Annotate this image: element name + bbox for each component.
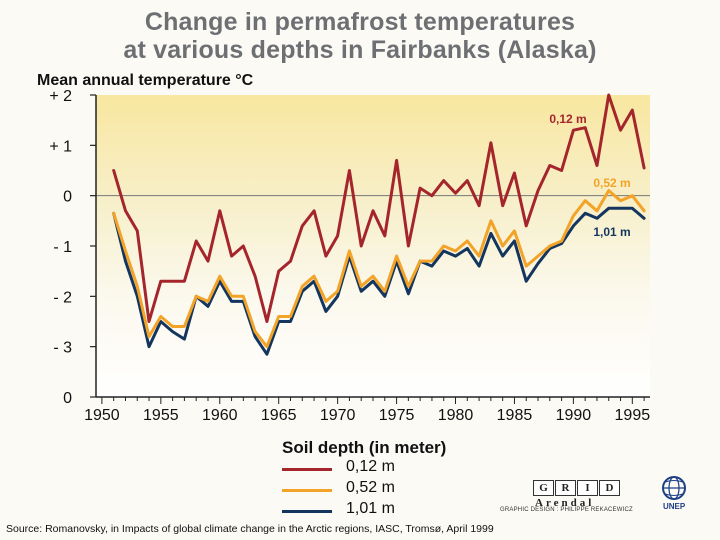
x-tick-label: 1975 bbox=[379, 407, 415, 424]
design-credit: GRAPHIC DESIGN : PHILIPPE REKACEWICZ bbox=[500, 507, 633, 513]
x-tick-label: 1980 bbox=[438, 407, 474, 424]
arendal-text: Arendal bbox=[535, 497, 595, 509]
x-tick-label: 1995 bbox=[615, 407, 651, 424]
series-line-1-01m bbox=[112, 206, 646, 356]
legend-item-0-12m: 0,12 m bbox=[282, 458, 542, 479]
y-axis-label: Mean annual temperature °C bbox=[37, 72, 254, 89]
grid-letter: I bbox=[577, 480, 598, 496]
grid-letter: R bbox=[555, 480, 576, 496]
legend-label: 0,12 m bbox=[346, 458, 395, 475]
chart-title-line-2: at various depths in Fairbanks (Alaska) bbox=[123, 36, 597, 64]
x-tick-label: 1965 bbox=[261, 407, 297, 424]
legend-item-1-01m: 1,01 m bbox=[282, 500, 542, 521]
grid-letter: G bbox=[533, 480, 554, 496]
y-tick-label: - 2 bbox=[53, 289, 72, 306]
x-tick-label: 1990 bbox=[556, 407, 592, 424]
legend-swatch-red bbox=[282, 468, 332, 471]
y-tick-label: - 3 bbox=[53, 340, 72, 357]
series-annotation: 0,12 m bbox=[549, 112, 586, 126]
y-tick-label: 0 bbox=[63, 189, 72, 206]
y-tick-label: - 1 bbox=[53, 239, 72, 256]
x-tick-label: 1985 bbox=[497, 407, 533, 424]
series-annotation: 0,52 m bbox=[593, 176, 630, 190]
x-tick-label: 1960 bbox=[202, 407, 238, 424]
grid-arendal-logo: G R I D bbox=[533, 480, 621, 496]
legend-title: Soil depth (in meter) bbox=[282, 438, 447, 457]
x-tick-label: 1955 bbox=[143, 407, 179, 424]
chart-title-line-1: Change in permafrost temperatures bbox=[144, 8, 576, 36]
legend-label: 0,52 m bbox=[346, 479, 395, 496]
legend-label: 1,01 m bbox=[346, 500, 395, 517]
grid-letter: D bbox=[599, 480, 620, 496]
y-tick-label: + 2 bbox=[49, 88, 72, 105]
series-line-0-52m bbox=[112, 189, 646, 349]
y-tick-label: 0 bbox=[63, 390, 72, 407]
legend-item-0-52m: 0,52 m bbox=[282, 479, 542, 500]
series-annotation: 1,01 m bbox=[593, 225, 630, 239]
x-tick-label: 1950 bbox=[84, 407, 120, 424]
unep-text: UNEP bbox=[663, 502, 686, 511]
x-tick-label: 1970 bbox=[320, 407, 356, 424]
legend-swatch-navy bbox=[282, 510, 332, 513]
plot-background bbox=[96, 95, 650, 397]
unep-globe-icon bbox=[662, 476, 686, 500]
legend: Soil depth (in meter) 0,12 m 0,52 m 1,01… bbox=[282, 438, 542, 521]
y-tick-label: + 1 bbox=[49, 138, 72, 155]
logos: G R I D Arendal UNEP bbox=[533, 476, 703, 516]
source-note: Source: Romanovsky, in Impacts of global… bbox=[6, 523, 494, 535]
series-line-0-12m bbox=[112, 93, 646, 323]
legend-swatch-orange bbox=[282, 489, 332, 492]
